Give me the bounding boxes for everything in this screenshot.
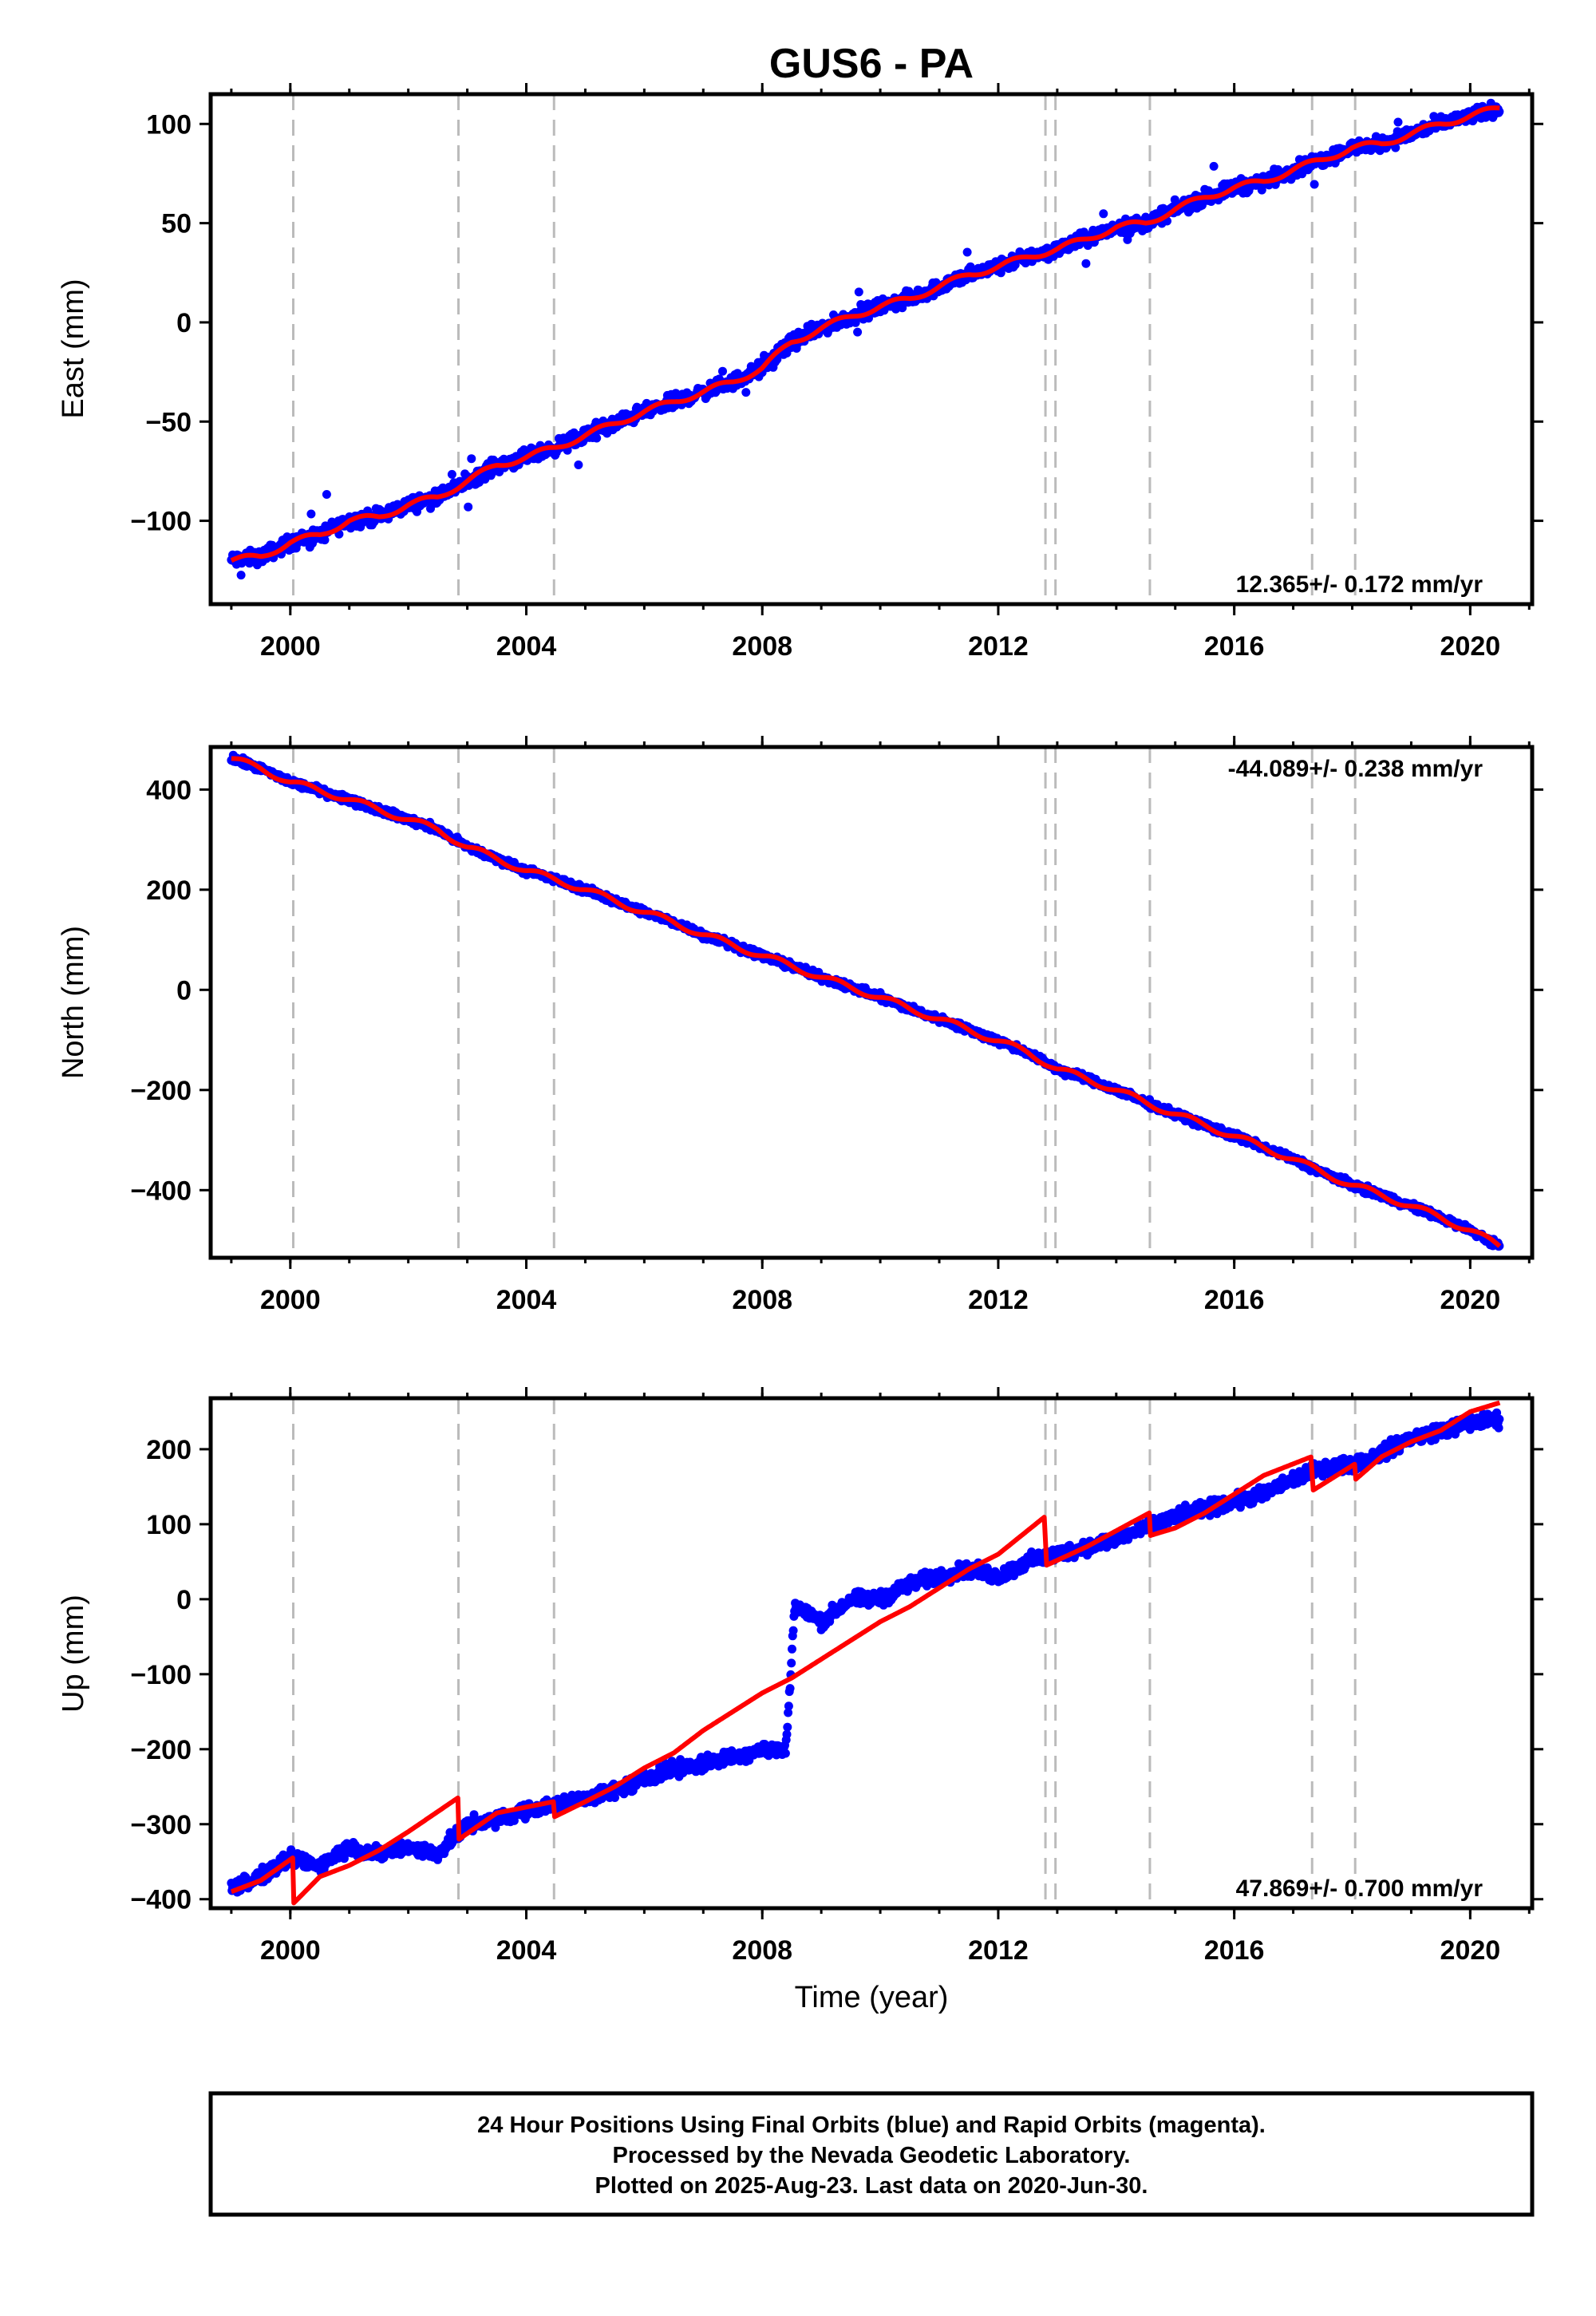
- east-point-967: [854, 287, 863, 297]
- north-x-tick-label-2016: 2016: [1204, 1285, 1265, 1315]
- up-point-856: [782, 1729, 792, 1739]
- up-point-854: [780, 1749, 790, 1758]
- east-point-147: [322, 490, 331, 499]
- up-point-864: [788, 1644, 796, 1654]
- up-point-858: [784, 1708, 793, 1717]
- north-y-tick-label-1: −200: [130, 1076, 192, 1106]
- east-point-1317: [1081, 259, 1091, 268]
- north-model-fit-line: [230, 756, 1502, 1248]
- east-y-tick-label-0: −100: [130, 507, 192, 537]
- north-x-tick-label-2004: 2004: [496, 1285, 557, 1315]
- east-point-1669: [1310, 180, 1319, 189]
- up-panel: Up (mm) 47.869+/- 0.700 mm/yr 2000 2004 20…: [57, 1387, 1543, 1966]
- east-point-965: [853, 327, 863, 337]
- east-y-tick-label-2: 0: [176, 308, 192, 338]
- up-point-859: [784, 1701, 793, 1711]
- east-point-535: [574, 460, 583, 469]
- figure-title: GUS6 - PA: [769, 41, 974, 87]
- east-point-123: [306, 509, 316, 519]
- up-point-174: [339, 1854, 349, 1863]
- east-frame: [208, 92, 1535, 607]
- east-point-1134: [962, 247, 972, 257]
- east-y-tick-label-1: −50: [145, 407, 192, 437]
- east-panel: East (mm) 12.365+/- 0.172 mm/yr 2000 2004…: [57, 83, 1543, 662]
- up-plot-area: [227, 1398, 1504, 1908]
- east-ticks: [200, 83, 1543, 615]
- east-model-fit-line: [230, 105, 1501, 563]
- east-x-tick-label-2008: 2008: [732, 631, 792, 662]
- east-point-757: [718, 366, 727, 376]
- east-point-1514: [1209, 161, 1219, 171]
- north-x-tick-label-2000: 2000: [260, 1285, 321, 1315]
- east-point-793: [741, 388, 751, 397]
- up-point-866: [788, 1626, 798, 1635]
- up-point-861: [785, 1684, 795, 1694]
- east-x-tick-label-2000: 2000: [260, 631, 321, 662]
- east-y-tick-label-3: 50: [161, 209, 192, 239]
- north-ticks: [200, 736, 1543, 1269]
- north-plot-area: [227, 747, 1504, 1258]
- east-plot-area: [227, 94, 1504, 604]
- north-x-tick-label-2008: 2008: [732, 1285, 792, 1315]
- north-x-tick-label-2020: 2020: [1440, 1285, 1501, 1315]
- east-point-365: [464, 502, 473, 512]
- east-point-1798: [1393, 117, 1403, 127]
- north-y-tick-label-2: 0: [176, 975, 192, 1006]
- north-x-tick-label-2012: 2012: [968, 1285, 1029, 1315]
- east-y-axis-label: East (mm): [57, 279, 90, 418]
- up-point-857: [783, 1722, 792, 1732]
- east-y-tick-label-4: 100: [146, 109, 192, 140]
- up-point-863: [787, 1658, 796, 1668]
- up-point-591: [610, 1793, 619, 1802]
- east-velocity-label: 12.365+/- 0.172 mm/yr: [1236, 571, 1483, 598]
- east-x-tick-label-2016: 2016: [1204, 631, 1265, 662]
- east-x-tick-label-2020: 2020: [1440, 631, 1501, 662]
- east-x-tick-label-2012: 2012: [968, 631, 1029, 662]
- north-y-tick-label-4: 400: [146, 775, 192, 805]
- north-y-axis-label: North (mm): [57, 926, 90, 1079]
- east-point-1344: [1099, 209, 1108, 219]
- east-point-15: [236, 571, 246, 580]
- north-frame: [208, 745, 1535, 1260]
- east-x-tick-label-2004: 2004: [496, 631, 557, 662]
- east-point-340: [447, 469, 456, 479]
- north-y-tick-label-0: −400: [130, 1176, 192, 1206]
- east-point-563: [592, 433, 602, 443]
- east-point-370: [467, 454, 476, 464]
- east-point-144: [320, 536, 330, 545]
- north-velocity-label: -44.089+/- 0.238 mm/yr: [1228, 756, 1483, 782]
- north-panel: North (mm) -44.089+/- 0.238 mm/yr 2000 20…: [57, 736, 1543, 1315]
- north-y-tick-label-3: 200: [146, 875, 192, 906]
- east-point-1794: [1391, 143, 1400, 152]
